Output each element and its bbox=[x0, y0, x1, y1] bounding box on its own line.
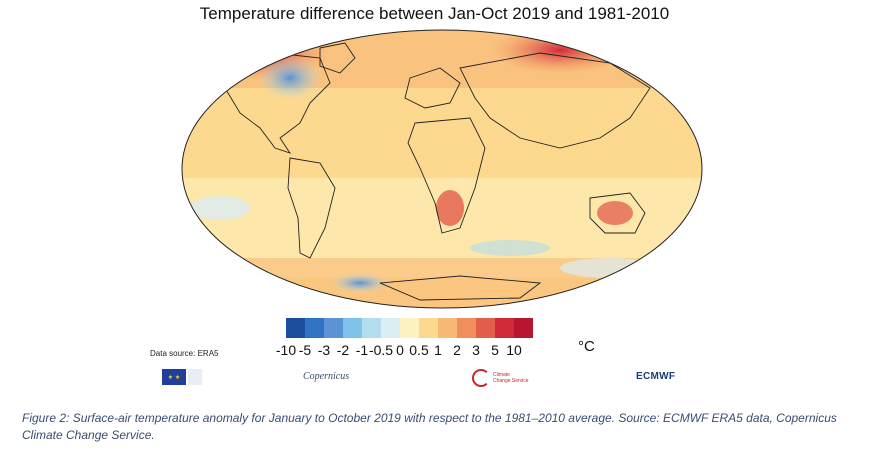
colorbar-tick-label: 2 bbox=[453, 342, 461, 358]
colorbar-tick-label: -5 bbox=[298, 342, 312, 358]
colorbar-tick-label: -0.5 bbox=[368, 342, 394, 358]
colorbar-tick-label: 5 bbox=[491, 342, 499, 358]
colorbar-tick-label: 0.5 bbox=[409, 342, 429, 358]
eu-flag-icon: ★ ★ bbox=[162, 369, 186, 385]
c3s-line-2: Change Service bbox=[493, 378, 529, 384]
colorbar-segment-4 bbox=[362, 318, 381, 338]
colorbar-segment-0 bbox=[286, 318, 305, 338]
colorbar-unit: °C bbox=[578, 338, 595, 355]
eu-logo: ★ ★ bbox=[162, 369, 202, 385]
colorbar-segment-5 bbox=[381, 318, 400, 338]
colorbar-segment-10 bbox=[476, 318, 495, 338]
ecmwf-logo: ECMWF bbox=[636, 371, 675, 382]
c3s-mark-icon bbox=[472, 369, 490, 387]
colorbar-segment-3 bbox=[343, 318, 362, 338]
ecmwf-logo-text: ECMWF bbox=[636, 371, 676, 382]
colorbar-segment-6 bbox=[400, 318, 419, 338]
copernicus-logo-text: Copernicus bbox=[303, 371, 350, 382]
climate-change-service-logo: Climate Change Service bbox=[472, 369, 529, 387]
colorbar-segment-2 bbox=[324, 318, 343, 338]
world-map-svg bbox=[181, 29, 703, 309]
colorbar-tick-label: 10 bbox=[506, 342, 522, 358]
colorbar-segment-11 bbox=[495, 318, 514, 338]
copernicus-logo: Copernicus bbox=[303, 371, 349, 382]
figure-caption: Figure 2: Surface-air temperature anomal… bbox=[22, 411, 837, 442]
logo-row: ★ ★ Copernicus Climate Change Service EC… bbox=[0, 367, 869, 391]
colorbar-segment-9 bbox=[457, 318, 476, 338]
colorbar-tick-label: -1 bbox=[355, 342, 369, 358]
colorbar-segment-1 bbox=[305, 318, 324, 338]
colorbar-segment-12 bbox=[514, 318, 533, 338]
colorbar-tick-label: -10 bbox=[275, 342, 297, 358]
colorbar-tick-label: -2 bbox=[336, 342, 350, 358]
colorbar bbox=[286, 318, 533, 338]
colorbar-tick-label: 3 bbox=[472, 342, 480, 358]
world-anomaly-map bbox=[180, 28, 704, 310]
c3s-line-1: Climate bbox=[493, 372, 510, 378]
colorbar-tick-label: 1 bbox=[434, 342, 442, 358]
data-source-label: Data source: ERA5 bbox=[150, 349, 219, 358]
colorbar-tick-label: 0 bbox=[396, 342, 404, 358]
colorbar-segment-7 bbox=[419, 318, 438, 338]
map-title: Temperature difference between Jan-Oct 2… bbox=[199, 4, 670, 23]
colorbar-segment-8 bbox=[438, 318, 457, 338]
colorbar-tick-label: -3 bbox=[317, 342, 331, 358]
